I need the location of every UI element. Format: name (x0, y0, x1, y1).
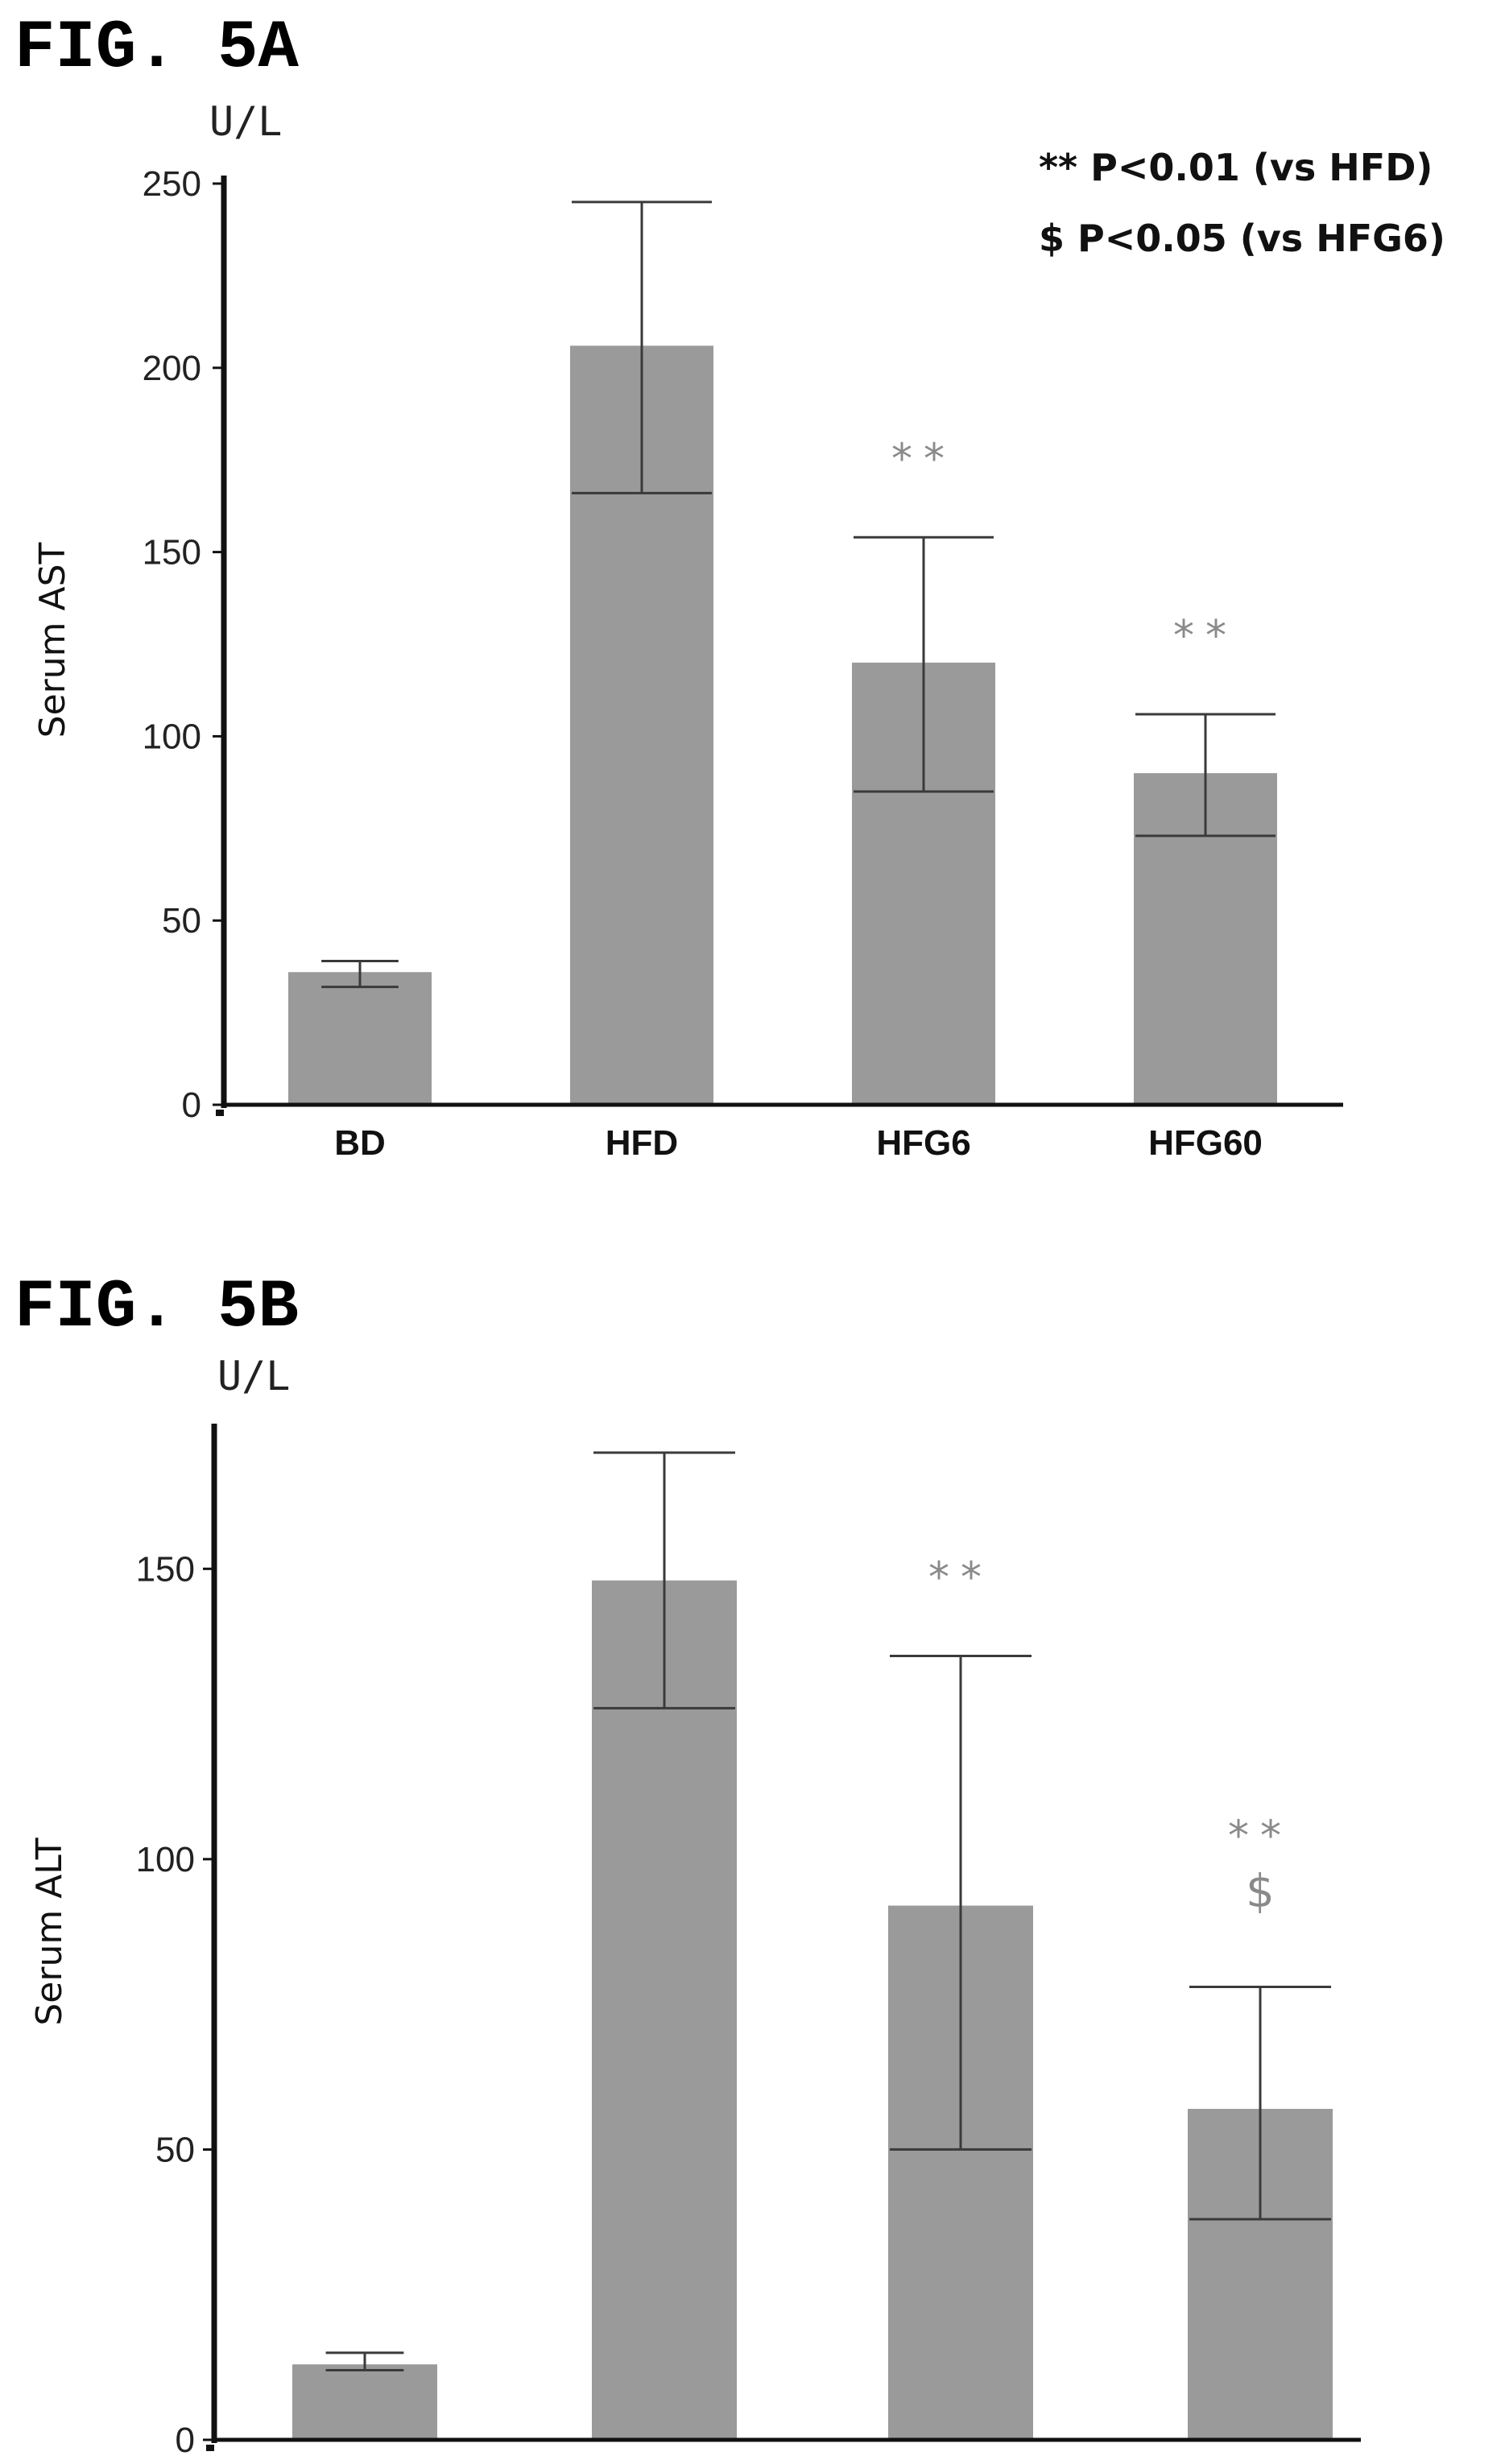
fig5a-x-tick-label: HFG60 (1148, 1123, 1263, 1163)
fig5b-bar-hfd (592, 1580, 737, 2440)
fig5b-x-tick-label: HFG60 (1203, 2458, 1317, 2464)
fig5a-significance-annotation: ** (891, 435, 956, 483)
fig5b-figure-title: FIG. 5B (14, 1270, 299, 1346)
fig5b-significance-annotation: ** (1228, 1813, 1292, 1861)
fig5a-y-tick-label: 200 (143, 349, 201, 388)
fig5b-x-tick-label: BD (339, 2458, 391, 2464)
fig5b-x-tick-label: HFG6 (913, 2458, 1007, 2464)
fig5b-unit-label: U/L (217, 1353, 290, 1399)
fig5a-legend-entry: ** P<0.01 (vs HFD) (1039, 146, 1433, 189)
fig5b-y-tick-label: 100 (136, 1840, 195, 1879)
fig5a-legend-entry: $ P<0.05 (vs HFG6) (1039, 217, 1445, 260)
fig5b-x-tick-label: HFD (628, 2458, 701, 2464)
fig5b-significance-annotation: ** (928, 1553, 993, 1602)
fig5a-figure-title: FIG. 5A (14, 10, 299, 87)
fig5b-y-tick-label: 50 (155, 2130, 195, 2169)
fig5a-bar-bd (288, 972, 432, 1105)
fig5b-y-tick-label: 150 (136, 1549, 195, 1589)
fig5a-y-axis-title: Serum AST (32, 543, 73, 738)
fig5a-y-tick-label: 250 (143, 164, 201, 204)
fig5a-x-tick-label: HFG6 (876, 1123, 970, 1163)
fig5a-y-tick-label: 150 (143, 533, 201, 573)
fig5a-y-tick-label: 0 (182, 1085, 201, 1125)
fig5b-y-axis-title: Serum ALT (29, 1838, 70, 2025)
fig5a-unit-label: U/L (209, 98, 282, 145)
fig5a-y-tick-label: 50 (162, 901, 201, 941)
fig5a-axis-origin-mark (216, 1110, 224, 1116)
fig5a-significance-annotation: ** (1173, 612, 1238, 660)
fig5b-bar-bd (292, 2364, 437, 2440)
fig5a-y-tick-label: 100 (143, 717, 201, 756)
fig5b-significance-annotation: $ (1246, 1866, 1275, 1918)
fig5a-x-tick-label: BD (334, 1123, 386, 1163)
fig5a-x-tick-label: HFD (606, 1123, 678, 1163)
fig5b-axis-origin-mark (206, 2445, 214, 2451)
fig5b-y-tick-label: 0 (176, 2421, 195, 2460)
